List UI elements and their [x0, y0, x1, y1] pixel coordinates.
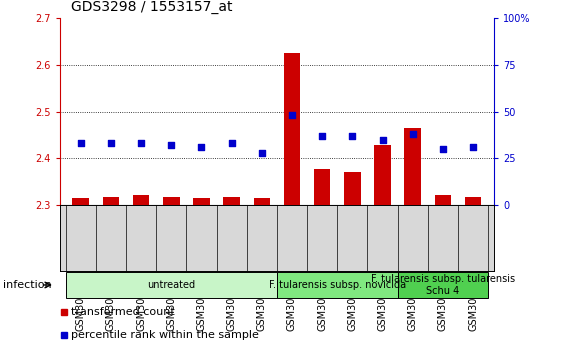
Bar	[465, 197, 481, 205]
Point	[76, 141, 85, 146]
Point	[318, 133, 327, 139]
Text: F. tularensis subsp. novicida: F. tularensis subsp. novicida	[269, 280, 406, 290]
Bar	[404, 128, 421, 205]
Point	[438, 146, 448, 152]
Point	[469, 144, 478, 150]
Text: infection: infection	[3, 280, 52, 290]
Bar	[435, 195, 451, 205]
Bar	[277, 272, 398, 298]
Text: F. tularensis subsp. tularensis
Schu 4: F. tularensis subsp. tularensis Schu 4	[371, 274, 515, 296]
Point	[106, 141, 115, 146]
Bar	[103, 197, 119, 205]
Bar	[374, 145, 391, 205]
Point	[408, 131, 417, 137]
Text: untreated: untreated	[147, 280, 195, 290]
Bar	[283, 53, 300, 205]
Point	[257, 150, 266, 156]
Point	[197, 144, 206, 150]
Text: transformed count: transformed count	[72, 307, 175, 318]
Bar	[163, 197, 179, 205]
Bar	[344, 172, 361, 205]
Bar	[66, 272, 277, 298]
Bar	[133, 195, 149, 205]
Text: GDS3298 / 1553157_at: GDS3298 / 1553157_at	[71, 0, 232, 14]
Point	[378, 137, 387, 142]
Bar	[314, 169, 331, 205]
Bar	[223, 197, 240, 205]
Bar	[193, 198, 210, 205]
Bar	[253, 198, 270, 205]
Point	[136, 141, 145, 146]
Point	[287, 113, 296, 118]
Text: percentile rank within the sample: percentile rank within the sample	[72, 330, 259, 341]
Point	[227, 141, 236, 146]
Point	[348, 133, 357, 139]
Point	[167, 142, 176, 148]
Bar	[398, 272, 488, 298]
Bar	[73, 198, 89, 205]
